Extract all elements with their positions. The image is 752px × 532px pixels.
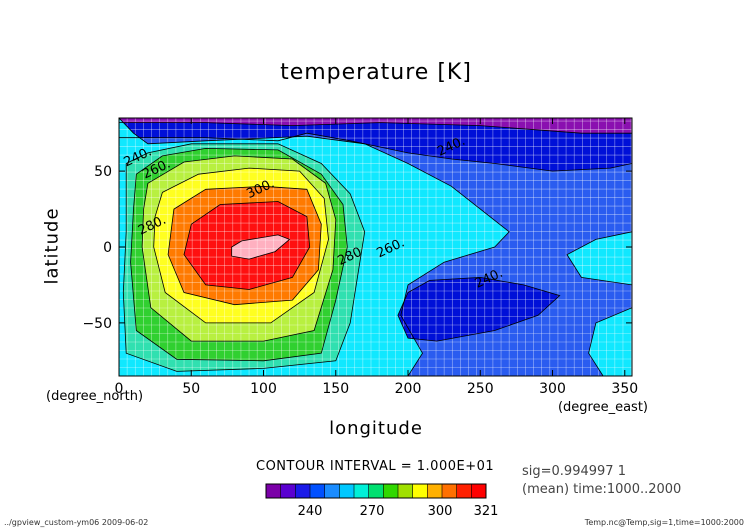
x-axis-label: longitude	[329, 418, 423, 439]
grid-layer	[119, 118, 632, 376]
colorbar-frame	[265, 483, 487, 499]
colorbar-swatch	[368, 484, 384, 498]
colorbar-swatch	[412, 484, 428, 498]
colorbar-swatch	[324, 484, 340, 498]
colorbar-tick-label: 270	[360, 504, 385, 519]
y-tick-label: 0	[103, 240, 112, 256]
colorbar-tick-label: 300	[428, 504, 453, 519]
x-tick-label: 350	[611, 381, 638, 397]
y-tick-label: −50	[82, 316, 112, 332]
colorbar-swatch	[398, 484, 413, 498]
axes-frame: 0 50 100 150 200 250 300 350 50 0 −50	[82, 117, 638, 397]
y-tick-label: 50	[94, 164, 112, 180]
y-axis-label: latitude	[41, 207, 63, 285]
region-230	[119, 118, 632, 172]
region-cyan-west-contour	[119, 118, 510, 376]
colorbar-tick-label: 321	[474, 504, 499, 519]
region-300-contour	[167, 185, 322, 306]
colorbar-swatch	[427, 484, 443, 498]
colorbar-swatch	[471, 484, 487, 498]
x-tick-label: 200	[395, 381, 422, 397]
x-tick-label: 250	[467, 381, 494, 397]
region-north-cap	[119, 118, 632, 134]
region-cyan-east-contour	[566, 231, 632, 286]
region-230-contour	[119, 118, 632, 172]
colorbar-swatch	[442, 484, 457, 498]
region-320-contour	[231, 234, 291, 260]
x-tick-label: 150	[322, 381, 349, 397]
time-info: (mean) time:1000..2000	[522, 482, 682, 497]
x-tick-label: 100	[250, 381, 277, 397]
sig-info: sig=0.994997 1	[522, 464, 626, 479]
colorbar-swatch	[280, 484, 296, 498]
region-310-contour	[183, 201, 311, 290]
x-tick-label: 0	[115, 381, 124, 397]
colorbar-swatch	[295, 484, 311, 498]
footer-right-info: Temp.nc@Temp,sig=1,time=1000:2000	[584, 518, 744, 527]
colorbar-swatch	[383, 484, 399, 498]
region-270-contour	[141, 155, 337, 342]
colorbar-swatch	[266, 484, 281, 498]
region-north-cap-contour	[119, 118, 632, 134]
colorbar: 240 270 300 321	[265, 483, 499, 519]
x-axis-unit: (degree_east)	[557, 400, 648, 415]
x-tick-label: 50	[182, 381, 200, 397]
region-cyan-east	[567, 231, 632, 285]
colorbar-tick-label: 240	[298, 504, 323, 519]
colorbar-swatch	[339, 484, 355, 498]
x-tick-label: 300	[539, 381, 566, 397]
colorbar-swatch	[456, 484, 472, 498]
region-320	[231, 234, 290, 260]
region-240-south-contour	[397, 276, 561, 342]
colorbar-swatch	[310, 484, 325, 498]
colorbar-swatch	[354, 484, 369, 498]
chart-title: temperature [K]	[280, 60, 472, 85]
region-280-contour	[153, 167, 329, 324]
contour-interval: CONTOUR INTERVAL = 1.000E+01	[256, 459, 495, 474]
y-axis-unit: (degree_north)	[46, 389, 144, 404]
footer-left-info: ../gpview_custom-ym06 2009-06-02	[4, 518, 149, 527]
region-cyan-southeast-contour	[588, 307, 632, 376]
region-260-contour	[130, 147, 348, 362]
